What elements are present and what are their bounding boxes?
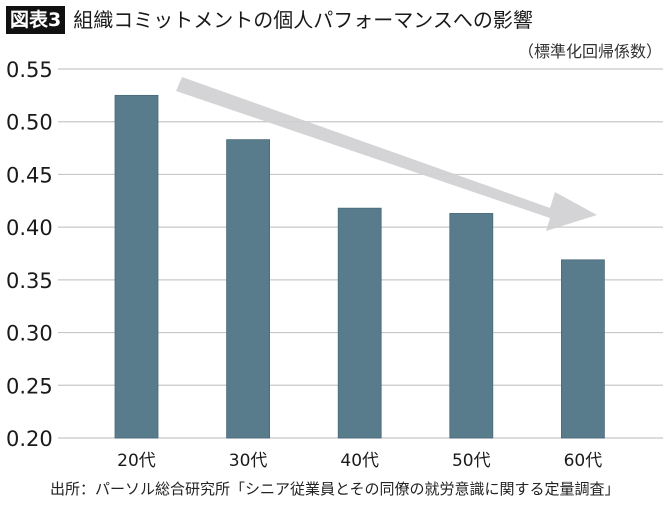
chart-title: 組織コミットメントの個人パフォーマンスへの影響 xyxy=(73,8,533,32)
source-note: 出所：パーソル総合研究所「シニア従業員とその同僚の就労意識に関する定量調査」 xyxy=(50,480,620,498)
y-tick-label: 0.25 xyxy=(6,374,53,398)
bar-40代 xyxy=(337,207,382,439)
unit-label: （標準化回帰係数） xyxy=(517,42,662,61)
x-tick-label: 20代 xyxy=(117,451,156,471)
x-tick-label: 30代 xyxy=(229,451,268,471)
y-tick-label: 0.45 xyxy=(6,163,53,187)
y-tick-label: 0.20 xyxy=(6,427,53,451)
bar-60代 xyxy=(561,259,605,439)
y-tick-label: 0.35 xyxy=(6,269,53,293)
bar-50代 xyxy=(449,213,494,439)
trend-arrow-icon xyxy=(176,77,597,231)
y-tick-label: 0.40 xyxy=(6,216,53,240)
y-tick-label: 0.30 xyxy=(6,322,53,346)
chart-title-row: 図表3 組織コミットメントの個人パフォーマンスへの影響 xyxy=(6,5,533,35)
bar-20代 xyxy=(114,94,159,439)
x-tick-label: 40代 xyxy=(340,451,379,471)
bar-30代 xyxy=(226,139,271,439)
y-tick-label: 0.50 xyxy=(6,111,53,135)
y-tick-label: 0.55 xyxy=(6,58,53,82)
x-tick-label: 60代 xyxy=(564,451,603,471)
x-tick-label: 50代 xyxy=(452,451,491,471)
figure-label: 図表3 xyxy=(6,6,66,34)
